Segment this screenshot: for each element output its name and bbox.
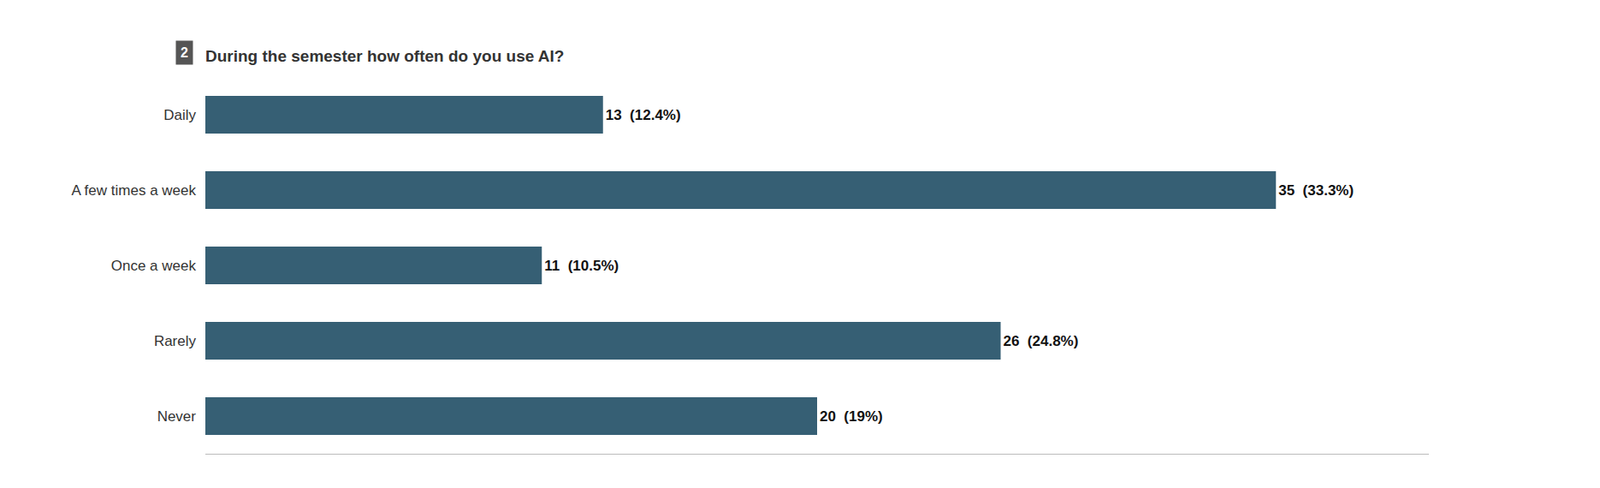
svg-text:Never: Never [157,408,197,425]
svg-text:20 (19%): 20 (19%) [819,408,883,425]
svg-text:11 (10.5%): 11 (10.5%) [544,257,619,274]
svg-text:Rarely: Rarely [154,332,197,350]
svg-text:2: 2 [180,45,189,60]
svg-text:26 (24.8%): 26 (24.8%) [1003,332,1079,350]
svg-text:During the semester how often: During the semester how often do you use… [205,47,564,66]
svg-text:A few times a week: A few times a week [71,182,196,199]
svg-text:35 (33.3%): 35 (33.3%) [1278,182,1354,199]
svg-text:Daily: Daily [163,106,196,124]
svg-text:13 (12.4%): 13 (12.4%) [605,106,682,124]
svg-text:Once a week: Once a week [111,257,197,274]
